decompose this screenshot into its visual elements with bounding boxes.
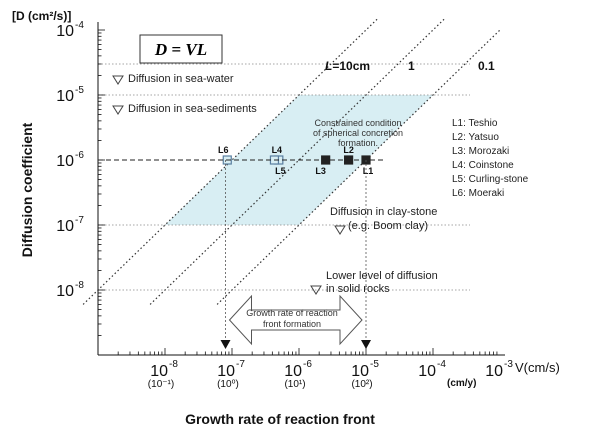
constrained-region-label-2: of spherical concretion [313, 128, 403, 138]
ref-label-clay-stone-2: (e.g. Boom clay) [348, 220, 428, 232]
growth-rate-range-label-2: front formation [263, 319, 321, 329]
axes [97, 22, 505, 356]
diagonal-line [216, 29, 501, 305]
ref-label-clay-stone: Diffusion in clay-stone [330, 206, 437, 218]
y-tick-label-base: 10 [56, 88, 74, 105]
line-label-L1: 1 [408, 59, 415, 73]
y-unit-label: [D (cm²/s)] [12, 9, 71, 23]
y-tick-label-base: 10 [56, 218, 74, 235]
y-tick-label-base: 10 [56, 153, 74, 170]
growth-rate-max-arrow [361, 340, 371, 349]
ref-label-solid-rocks-2: in solid rocks [326, 283, 390, 295]
y-tick-label-exp: -6 [75, 150, 84, 161]
legend-entry: L2: Yatsuo [452, 132, 499, 143]
line-label-letter: L [325, 59, 332, 73]
line-label-value: =10cm [332, 59, 370, 73]
clay-stone-marker-icon [334, 225, 346, 235]
legend: L1: Teshio L2: Yatsuo L3: Morozaki L4: Coin… [452, 118, 529, 199]
x-tick-label: 10 [418, 363, 436, 380]
x-tick-label: 10 [217, 363, 235, 380]
y-tick-label-base: 10 [56, 283, 74, 300]
sea-water-marker-icon [112, 75, 124, 85]
ref-label-sea-sediments: Diffusion in sea-sediments [128, 103, 257, 115]
growth-rate-min-arrow [220, 340, 231, 349]
ticks: 10-410-510-610-710-810 -8(10⁻¹)10 -7(10⁰)1… [56, 20, 513, 390]
formula: D = VL [154, 40, 207, 59]
data-label-l3: L3 [315, 166, 326, 176]
y-tick-label-exp: -8 [75, 280, 84, 291]
y-tick-label: 10 [56, 283, 74, 300]
ref-label-sea-water: Diffusion in sea-water [128, 73, 234, 85]
legend-entry: L5: Curling-stone [452, 174, 529, 185]
solid-rocks-marker-icon [310, 285, 322, 295]
x-tick-label: 10 [485, 363, 503, 380]
data-label-l2: L2 [343, 145, 354, 155]
reference-level-lines [98, 63, 470, 291]
line-label-L01: 0.1 [478, 59, 495, 73]
legend-entry: L3: Morozaki [452, 146, 509, 157]
diagonal-line [149, 18, 446, 305]
line-label-L10: L=10cm [325, 59, 370, 73]
data-label-l5: L5 [275, 166, 286, 176]
y-tick-label: 10 [56, 88, 74, 105]
x-tick-label-exp: -8 [169, 359, 178, 370]
x-tick-label: 10 [351, 363, 369, 380]
y-axis-title: Diffusion coefficient [19, 122, 35, 257]
x-unit-label: V(cm/s) [515, 360, 560, 375]
y-tick-label-base: 10 [56, 23, 74, 40]
legend-entry: L4: Coinstone [452, 160, 514, 171]
ref-label-solid-rocks: Lower level of diffusion [326, 270, 438, 282]
growth-rate-range-arrow [228, 294, 363, 346]
x-tick-secondary-label: (10⁻¹) [148, 379, 174, 390]
x-tick-secondary-label: (10²) [351, 379, 372, 390]
x-tick-label-exp: -6 [303, 359, 312, 370]
x-unit2-label: (cm/y) [447, 378, 476, 389]
sea-sediments-marker-icon [112, 105, 124, 115]
x-axis-title: Growth rate of reaction front [185, 411, 375, 427]
data-label-l6: L6 [218, 145, 229, 155]
x-tick-label-exp: -4 [437, 359, 446, 370]
y-tick-label-exp: -5 [75, 85, 84, 96]
growth-rate-range-label-1: Growth rate of reaction [246, 308, 338, 318]
constrained-region-label-1: Constrained condition [314, 118, 401, 128]
formula-box [139, 34, 223, 64]
x-tick-label: 10 [150, 363, 168, 380]
data-label-l4: L4 [272, 145, 283, 155]
x-tick-secondary-label: (10⁰) [217, 379, 239, 390]
x-tick-label: 10 [284, 363, 302, 380]
legend-entry: L1: Teshio [452, 118, 498, 129]
y-tick-label-exp: -4 [75, 20, 84, 31]
y-tick-label: 10 [56, 218, 74, 235]
constrained-region-label-3: formation. [338, 138, 378, 148]
y-tick-label: 10 [56, 23, 74, 40]
legend-entry: L6: Moeraki [452, 188, 504, 199]
x-tick-label-exp: -3 [504, 359, 513, 370]
x-tick-label-exp: -7 [236, 359, 245, 370]
y-tick-label: 10 [56, 153, 74, 170]
data-label-l1: L1 [363, 166, 374, 176]
y-tick-label-exp: -7 [75, 215, 84, 226]
x-tick-label-exp: -5 [370, 359, 379, 370]
x-tick-secondary-label: (10¹) [284, 379, 305, 390]
